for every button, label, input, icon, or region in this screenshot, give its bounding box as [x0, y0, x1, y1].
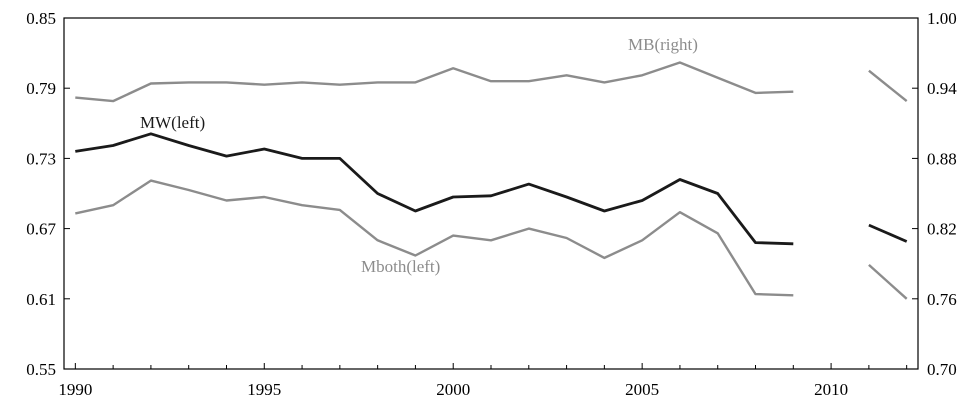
right-tick-label: 0.70	[927, 360, 957, 379]
left-tick-label: 0.79	[26, 79, 56, 98]
mb-right-line	[868, 69, 908, 103]
x-axis: 1990 1995 2000 2005 2010	[58, 363, 908, 399]
left-tick-label: 0.67	[26, 220, 56, 239]
left-axis: 0.85 0.79 0.73 0.67 0.61 0.55	[26, 9, 70, 379]
series-annotations: MB(right) MW(left) Mboth(left)	[140, 35, 698, 276]
x-tick-label: 2010	[814, 380, 848, 399]
mboth-left-label: Mboth(left)	[361, 257, 440, 276]
x-tick-label: 2005	[625, 380, 659, 399]
plot-area-frame	[63, 17, 919, 370]
left-tick-label: 0.55	[26, 360, 56, 379]
right-tick-label: 0.82	[927, 220, 957, 239]
left-tick-label: 0.85	[26, 9, 56, 28]
series-lines	[75, 61, 908, 300]
mboth-left-line	[75, 179, 794, 297]
right-tick-label: 1.00	[927, 9, 957, 28]
right-tick-label: 0.88	[927, 149, 957, 168]
left-tick-label: 0.73	[26, 149, 56, 168]
right-axis: 1.00 0.94 0.88 0.82 0.76 0.70	[912, 9, 957, 379]
right-tick-label: 0.76	[927, 290, 957, 309]
x-tick-label: 2000	[436, 380, 470, 399]
mb-right-label: MB(right)	[628, 35, 698, 54]
mw-left-line	[868, 223, 908, 243]
x-tick-label: 1995	[247, 380, 281, 399]
right-tick-label: 0.94	[927, 79, 957, 98]
mboth-left-line	[868, 264, 908, 300]
mb-right-line	[75, 61, 794, 103]
left-tick-label: 0.61	[26, 290, 56, 309]
mw-left-line	[75, 132, 794, 246]
x-tick-label: 1990	[58, 380, 92, 399]
mw-left-label: MW(left)	[140, 113, 205, 132]
